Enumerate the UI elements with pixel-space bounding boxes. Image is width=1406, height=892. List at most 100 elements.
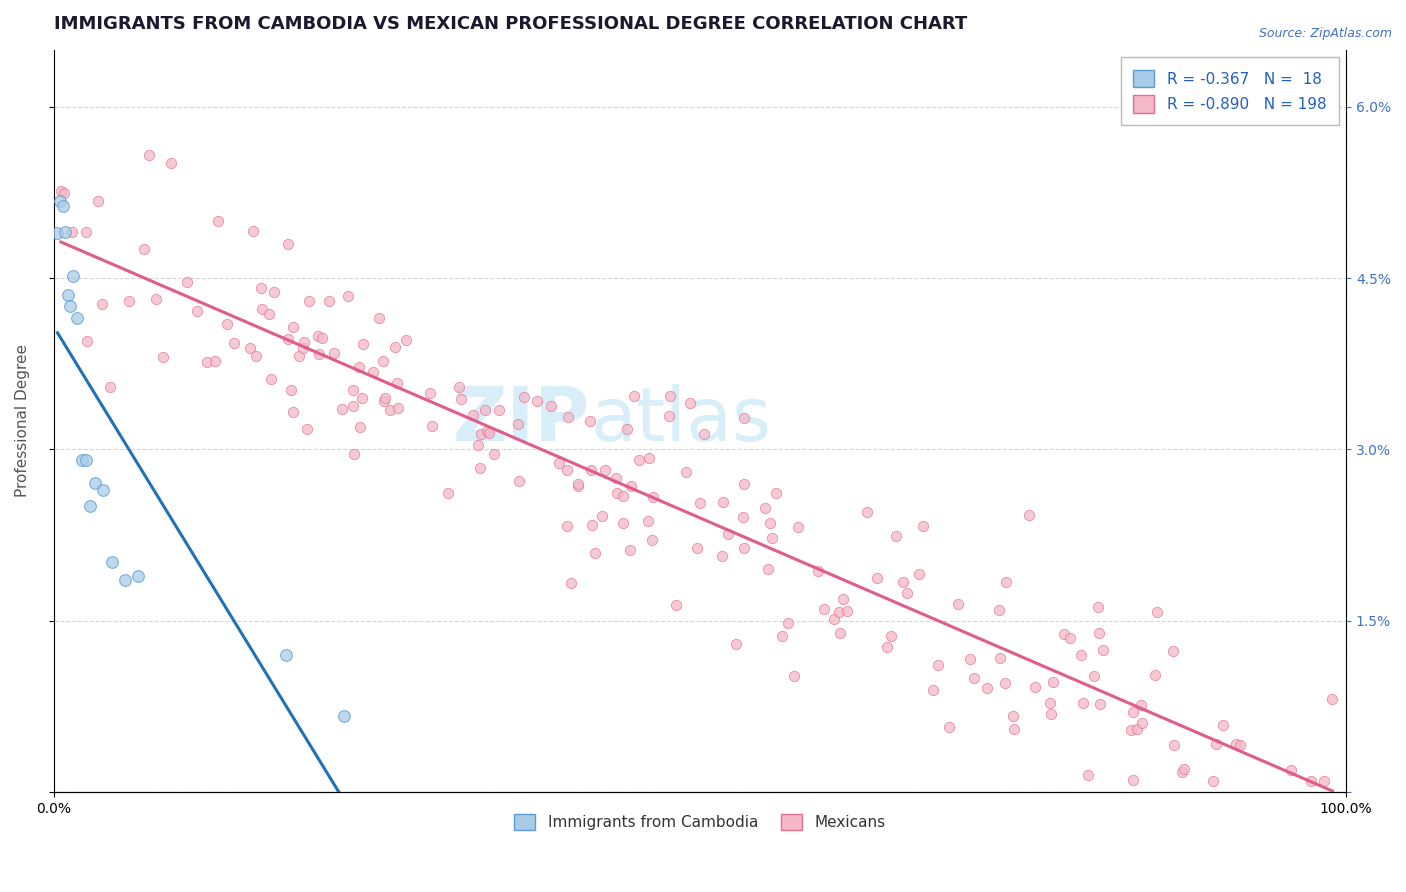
- Point: [66, 310, 89, 325]
- Point: [70, 453, 93, 467]
- Point: [352, 336, 374, 351]
- Point: [215, 318, 238, 332]
- Point: [828, 605, 851, 619]
- Point: [908, 566, 931, 581]
- Text: ZIP: ZIP: [453, 384, 591, 458]
- Point: [619, 542, 641, 557]
- Point: [1170, 765, 1192, 780]
- Point: [145, 292, 167, 306]
- Point: [1039, 707, 1062, 722]
- Point: [280, 383, 302, 397]
- Point: [176, 276, 198, 290]
- Point: [1059, 632, 1081, 646]
- Point: [658, 409, 681, 423]
- Point: [260, 372, 283, 386]
- Point: [770, 629, 793, 643]
- Point: [583, 546, 606, 560]
- Point: [638, 450, 661, 465]
- Point: [186, 303, 208, 318]
- Point: [641, 533, 664, 547]
- Point: [717, 526, 740, 541]
- Point: [1092, 643, 1115, 657]
- Point: [1002, 722, 1025, 736]
- Point: [387, 401, 409, 415]
- Point: [287, 349, 309, 363]
- Point: [623, 389, 645, 403]
- Point: [948, 597, 970, 611]
- Point: [1122, 706, 1144, 720]
- Point: [374, 391, 396, 405]
- Point: [62, 269, 84, 284]
- Point: [855, 505, 877, 519]
- Point: [297, 422, 319, 436]
- Point: [361, 365, 384, 379]
- Point: [1119, 723, 1142, 738]
- Point: [733, 477, 755, 491]
- Point: [91, 483, 114, 497]
- Point: [761, 531, 783, 545]
- Point: [987, 603, 1010, 617]
- Point: [138, 148, 160, 162]
- Point: [311, 330, 333, 344]
- Point: [1073, 696, 1095, 710]
- Text: IMMIGRANTS FROM CAMBODIA VS MEXICAN PROFESSIONAL DEGREE CORRELATION CHART: IMMIGRANTS FROM CAMBODIA VS MEXICAN PROF…: [53, 15, 967, 33]
- Point: [754, 500, 776, 515]
- Point: [1024, 680, 1046, 694]
- Point: [1322, 691, 1344, 706]
- Point: [343, 447, 366, 461]
- Point: [828, 625, 851, 640]
- Point: [207, 213, 229, 227]
- Point: [468, 461, 491, 475]
- Point: [733, 510, 755, 524]
- Point: [1146, 605, 1168, 619]
- Point: [98, 380, 121, 394]
- Point: [474, 402, 496, 417]
- Point: [245, 349, 267, 363]
- Point: [308, 347, 330, 361]
- Point: [508, 474, 530, 488]
- Point: [1229, 739, 1251, 753]
- Point: [976, 681, 998, 696]
- Point: [152, 350, 174, 364]
- Point: [620, 478, 643, 492]
- Point: [1018, 508, 1040, 523]
- Point: [880, 629, 903, 643]
- Point: [866, 571, 889, 585]
- Point: [292, 335, 315, 350]
- Point: [204, 354, 226, 368]
- Point: [1077, 767, 1099, 781]
- Point: [1087, 600, 1109, 615]
- Point: [100, 555, 122, 569]
- Point: [641, 490, 664, 504]
- Point: [884, 529, 907, 543]
- Point: [347, 359, 370, 374]
- Point: [555, 518, 578, 533]
- Point: [1042, 674, 1064, 689]
- Point: [52, 199, 75, 213]
- Point: [581, 463, 603, 477]
- Point: [612, 516, 634, 530]
- Point: [91, 297, 114, 311]
- Point: [419, 386, 441, 401]
- Point: [1070, 648, 1092, 663]
- Text: Source: ZipAtlas.com: Source: ZipAtlas.com: [1258, 27, 1392, 40]
- Point: [765, 486, 787, 500]
- Point: [373, 394, 395, 409]
- Point: [938, 720, 960, 734]
- Point: [281, 320, 304, 334]
- Point: [823, 612, 845, 626]
- Point: [807, 564, 830, 578]
- Point: [710, 549, 733, 563]
- Point: [1279, 763, 1302, 777]
- Point: [342, 399, 364, 413]
- Point: [263, 285, 285, 300]
- Legend: Immigrants from Cambodia, Mexicans: Immigrants from Cambodia, Mexicans: [508, 808, 891, 837]
- Point: [1039, 697, 1062, 711]
- Point: [75, 225, 97, 239]
- Point: [79, 499, 101, 513]
- Point: [367, 311, 389, 326]
- Point: [1202, 773, 1225, 788]
- Point: [195, 354, 218, 368]
- Point: [160, 156, 183, 170]
- Point: [555, 463, 578, 477]
